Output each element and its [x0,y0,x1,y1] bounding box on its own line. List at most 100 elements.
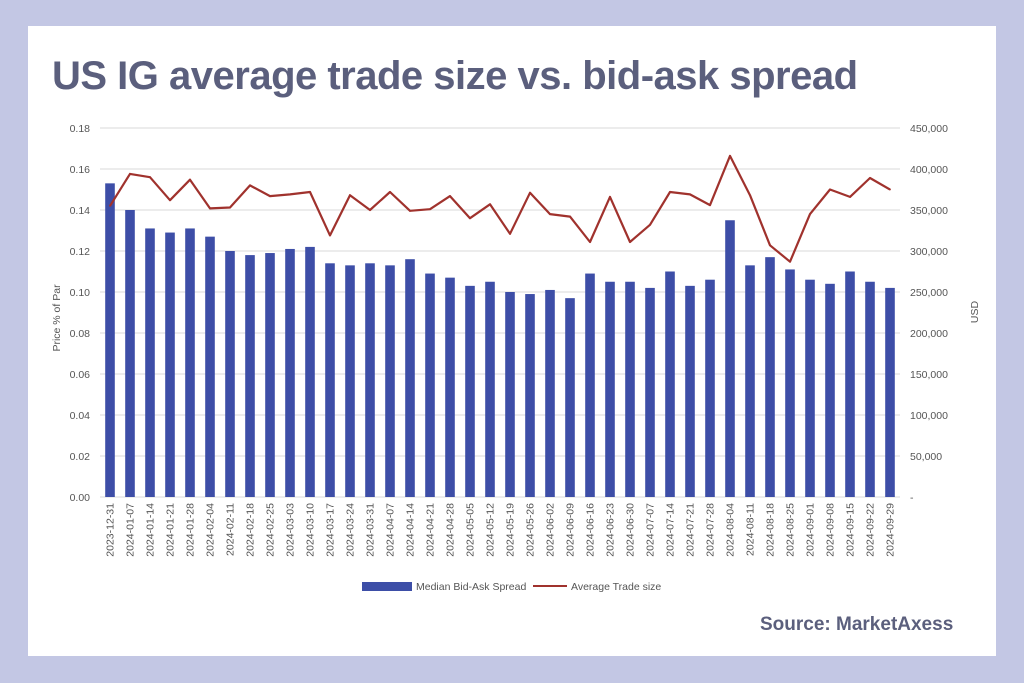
line-point [169,199,171,202]
bar [645,287,655,497]
y2-tick-label: 250,000 [910,287,948,299]
y2-tick-label: 450,000 [910,123,948,135]
y-tick-label: 0.16 [70,164,91,176]
bar [325,263,335,497]
bar [705,279,715,497]
line-series [109,154,891,263]
x-tick-label: 2024-06-02 [545,503,557,557]
line-point [669,191,671,193]
y-tick-label: 0.12 [70,246,91,258]
line-point [249,184,251,187]
x-tick-label: 2024-05-19 [505,503,517,557]
line-point [529,191,531,194]
bar [125,210,135,497]
x-tick-label: 2024-09-22 [865,503,877,557]
y2-tick-label: - [910,492,914,504]
line-point [489,203,491,206]
bar [845,271,855,497]
bar [165,232,175,498]
bar [565,298,575,497]
x-tick-label: 2024-09-08 [825,503,837,557]
x-tick-label: 2024-08-11 [745,503,757,556]
line-point [109,205,111,207]
x-tick-label: 2024-05-12 [485,503,497,557]
y2-tick-label: 400,000 [910,164,948,176]
x-tick-label: 2024-03-10 [305,503,317,557]
x-tick-label: 2023-12-31 [105,503,117,557]
y2-tick-label: 200,000 [910,328,948,340]
legend-bar-label: Median Bid-Ask Spread [416,581,526,593]
line-point [569,215,571,218]
bar [785,269,795,497]
y-tick-label: 0.00 [70,492,91,504]
x-tick-label: 2024-08-25 [785,503,797,557]
line-point [269,195,271,197]
line-point [149,176,151,179]
bar [885,287,895,497]
line-point [389,191,391,193]
x-tick-label: 2024-09-15 [845,503,857,557]
bar [105,183,115,497]
line-point [629,241,631,243]
bar [665,271,675,497]
x-tick-label: 2024-04-14 [405,503,417,557]
line-point [609,195,611,198]
legend-bar-swatch [362,582,412,591]
bar [245,255,255,497]
line-point [429,208,431,211]
bar [865,281,875,497]
x-tick-label: 2024-01-14 [145,503,157,557]
bar [745,265,755,497]
y-axis-left: 0.00 0.02 0.04 0.06 0.08 0.10 0.12 0.14 0.16 0.18 [70,123,91,504]
line-point [349,194,351,197]
y-axis-right: - 50,000 100,000 150,000 200,000 250,000 300,0… [910,123,948,504]
x-axis: 2023-12-31 2024-01-07 2024-01-14 2024-01-21… [105,503,897,557]
x-tick-label: 2024-06-16 [585,503,597,557]
line-point [849,195,851,198]
line-point [509,232,511,235]
y2-tick-label: 350,000 [910,205,948,217]
bar [405,259,415,497]
x-tick-label: 2024-03-24 [345,503,357,557]
x-tick-label: 2024-09-29 [885,503,897,557]
line-point [369,209,371,211]
line-point [289,193,291,196]
x-tick-label: 2024-05-05 [465,503,477,557]
line-point [709,204,711,206]
y-tick-label: 0.08 [70,328,91,340]
bar [505,292,515,497]
x-tick-label: 2024-08-04 [725,503,737,557]
x-tick-label: 2024-07-07 [645,503,657,557]
bar [825,283,835,497]
line-point [789,260,791,263]
bar [545,289,555,497]
bar [685,285,695,497]
bar [525,294,535,497]
y-tick-label: 0.02 [70,451,91,463]
legend-line-label: Average Trade size [571,581,661,593]
line-point [749,194,751,197]
y-tick-label: 0.10 [70,287,91,299]
line-point [329,234,331,237]
y2-axis-title: USD [969,300,981,323]
x-tick-label: 2024-02-11 [225,503,237,556]
bar [145,228,155,497]
line-point [189,178,191,181]
bar [445,277,455,497]
x-tick-label: 2024-06-23 [605,503,617,557]
x-tick-label: 2024-01-07 [125,503,137,557]
line-point [869,177,871,179]
line-point [209,207,211,210]
chart-title: US IG average trade size vs. bid-ask spr… [52,54,858,98]
line-point [309,191,311,193]
line-point [409,209,411,212]
x-tick-label: 2024-03-17 [325,503,337,557]
line-point [729,154,731,157]
line-point [889,188,891,191]
x-tick-label: 2024-06-09 [565,503,577,557]
x-tick-label: 2024-04-07 [385,503,397,557]
bar [185,228,195,497]
line-point [689,193,691,196]
x-tick-label: 2024-04-28 [445,503,457,557]
